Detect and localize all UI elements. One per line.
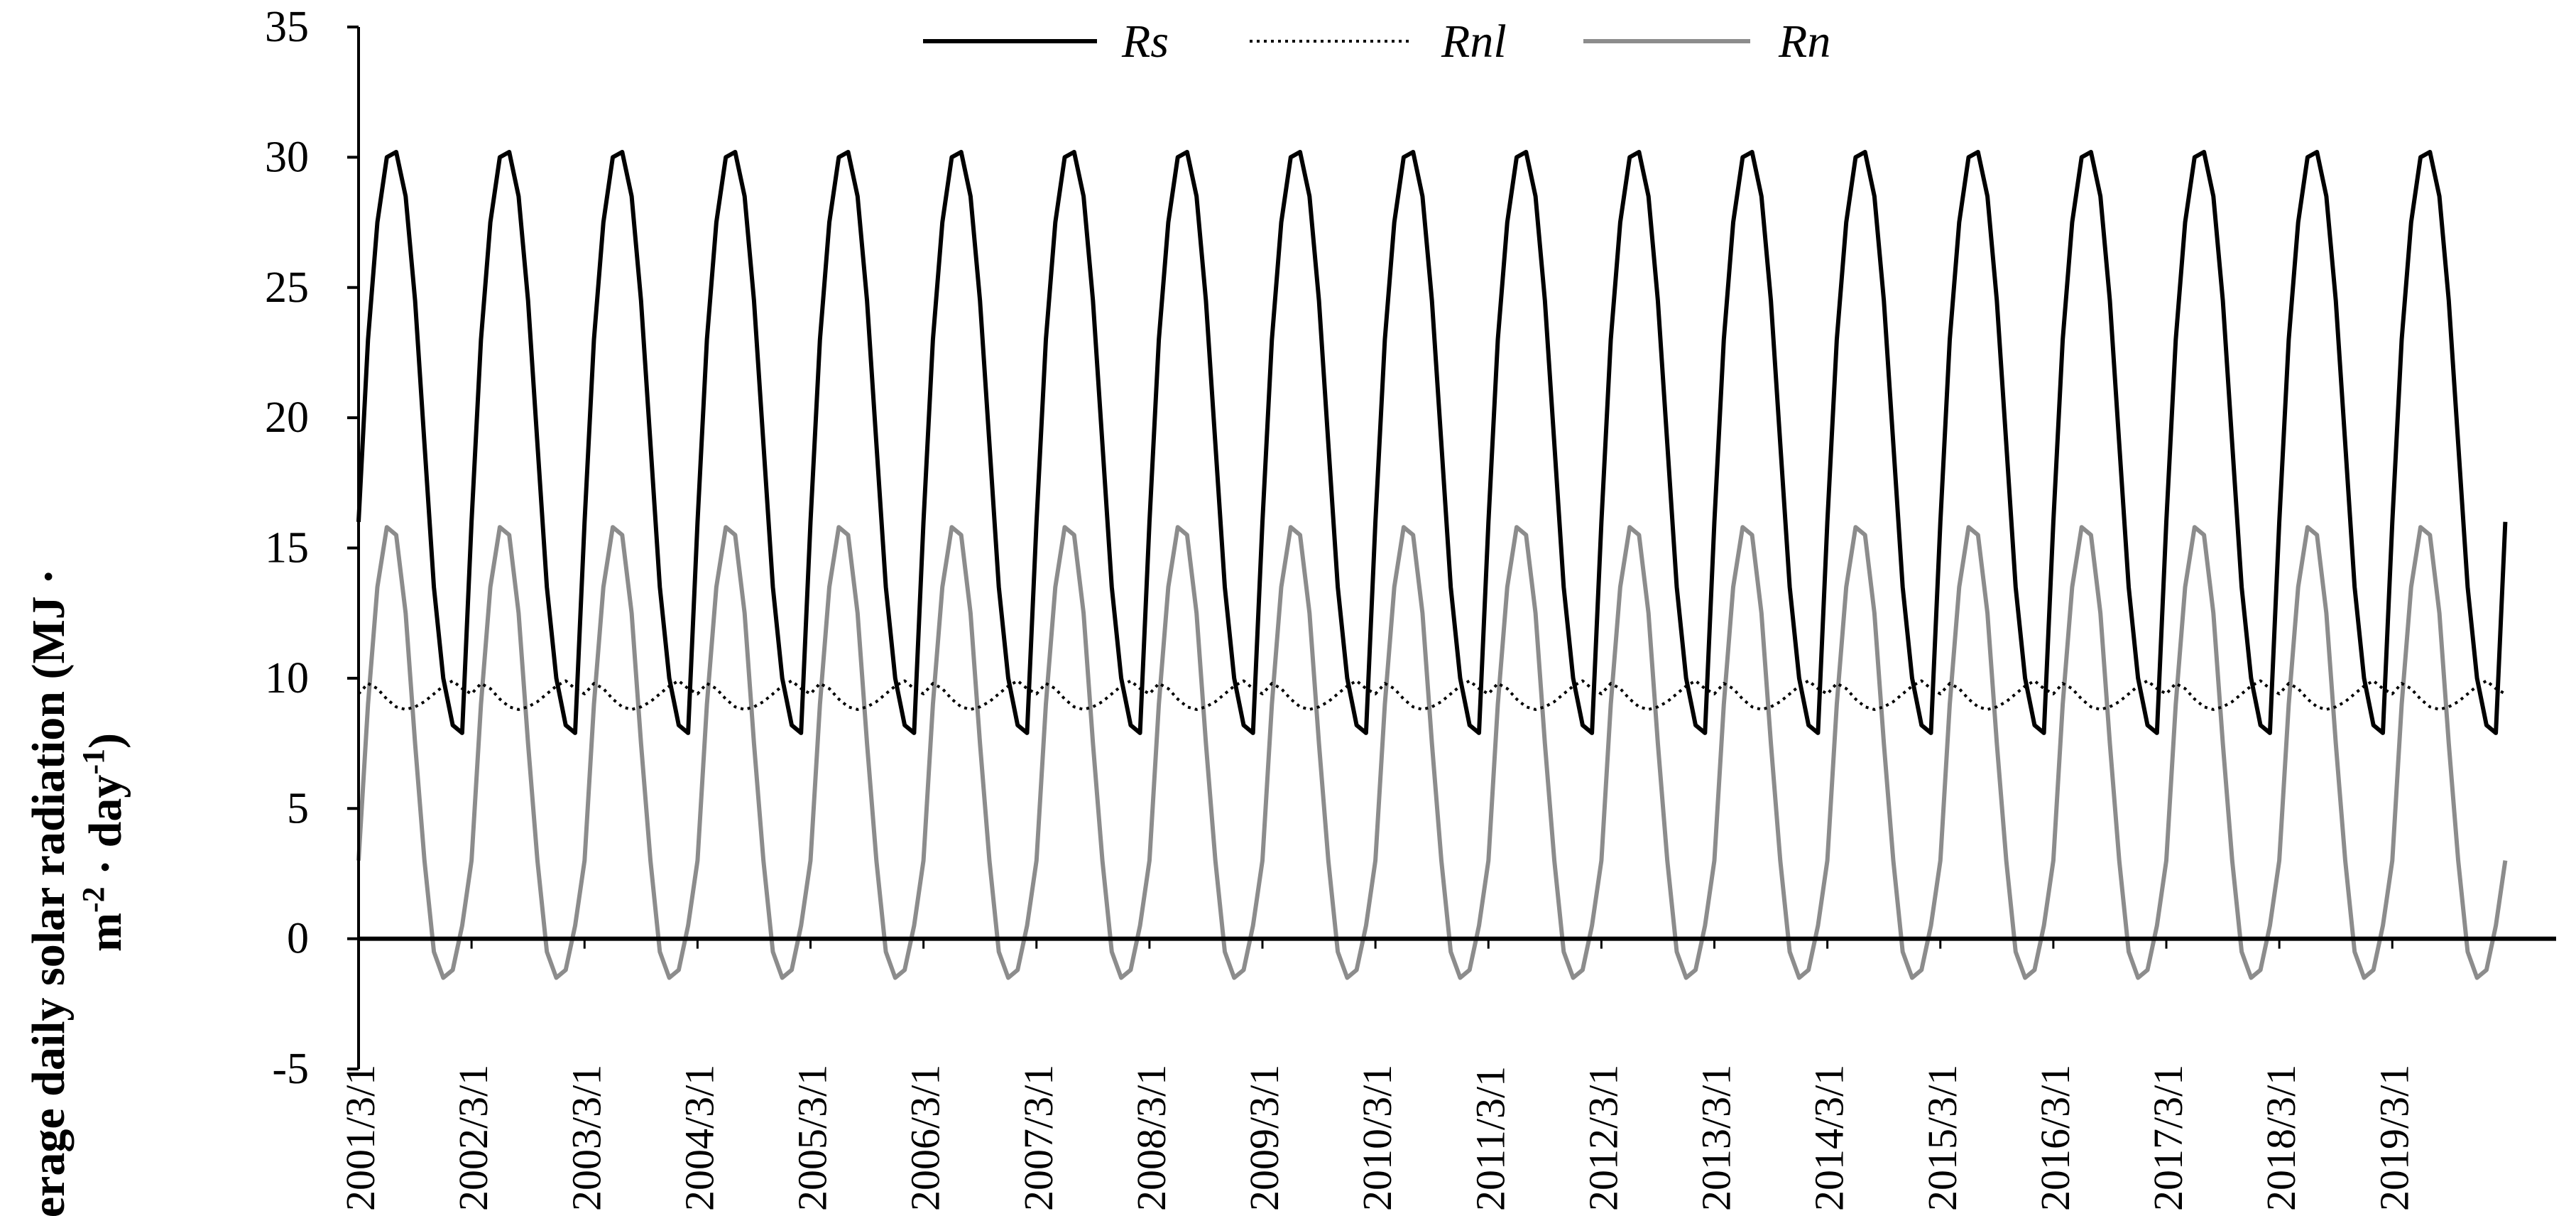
- x-tick-label: 2010/3/1: [1354, 1065, 1400, 1211]
- x-tick-label: 2013/3/1: [1693, 1065, 1740, 1211]
- x-tick-label: 2014/3/1: [1806, 1065, 1852, 1211]
- x-tick-label: 2001/3/1: [337, 1065, 383, 1211]
- series-layer: [356, 150, 2508, 980]
- x-tick-label: 2002/3/1: [450, 1065, 496, 1211]
- y-axis-label-close: ): [80, 733, 131, 749]
- y-axis-label-exp2: -1: [76, 749, 111, 775]
- series-line-rnl: [357, 679, 2506, 711]
- series-line-rn: [356, 525, 2508, 980]
- y-tick-label: 30: [265, 133, 309, 181]
- x-tick-label: 2009/3/1: [1241, 1065, 1287, 1211]
- x-tick-label: 2017/3/1: [2145, 1065, 2191, 1211]
- legend-label-rn: Rn: [1778, 16, 1830, 67]
- legend-label-rs: Rs: [1121, 16, 1169, 67]
- y-axis-label: Average daily solar radiation (MJ · m-2 …: [23, 569, 131, 1216]
- y-tick-label: 35: [265, 3, 309, 51]
- x-tick-label: 2003/3/1: [563, 1065, 609, 1211]
- y-axis-label-line2: m-2 · day-1): [76, 733, 132, 952]
- x-tick-label: 2008/3/1: [1128, 1065, 1174, 1211]
- y-axis-label-line1: Average daily solar radiation (MJ ·: [23, 569, 75, 1216]
- legend: Rs Rnl Rn: [923, 16, 1830, 67]
- x-ticks: 2001/3/1 2002/3/1 2003/3/1 2004/3/1 2005/3/1…: [337, 938, 2417, 1211]
- y-tick-label: 0: [287, 915, 309, 963]
- x-tick-label: 2006/3/1: [902, 1065, 949, 1211]
- y-tick-label: 25: [265, 264, 309, 312]
- y-ticks: -5 0 5 10 15 20 25 30 35: [265, 3, 359, 1093]
- y-tick-label: 20: [265, 393, 309, 442]
- x-tick-label: 2012/3/1: [1580, 1065, 1626, 1211]
- y-tick-label: 5: [287, 784, 309, 832]
- x-tick-label: 2011/3/1: [1467, 1066, 1513, 1211]
- series-line-rs: [356, 150, 2508, 735]
- x-tick-label: 2005/3/1: [790, 1065, 836, 1211]
- y-tick-label: -5: [272, 1045, 309, 1093]
- x-tick-label: 2016/3/1: [2032, 1065, 2078, 1211]
- y-axis-label-m: m: [80, 913, 131, 952]
- y-tick-label: 10: [265, 654, 309, 702]
- x-tick-label: 2019/3/1: [2371, 1065, 2417, 1211]
- x-tick-label: 2015/3/1: [1919, 1065, 1965, 1211]
- axes: [357, 27, 2556, 1069]
- legend-label-rnl: Rnl: [1441, 16, 1507, 67]
- x-tick-label: 2018/3/1: [2258, 1065, 2304, 1211]
- y-axis-label-day: · day: [80, 775, 131, 887]
- x-tick-label: 2007/3/1: [1015, 1065, 1061, 1211]
- x-tick-label: 2004/3/1: [676, 1065, 722, 1211]
- y-tick-label: 15: [265, 524, 309, 572]
- y-axis-label-exp1: -2: [76, 886, 111, 913]
